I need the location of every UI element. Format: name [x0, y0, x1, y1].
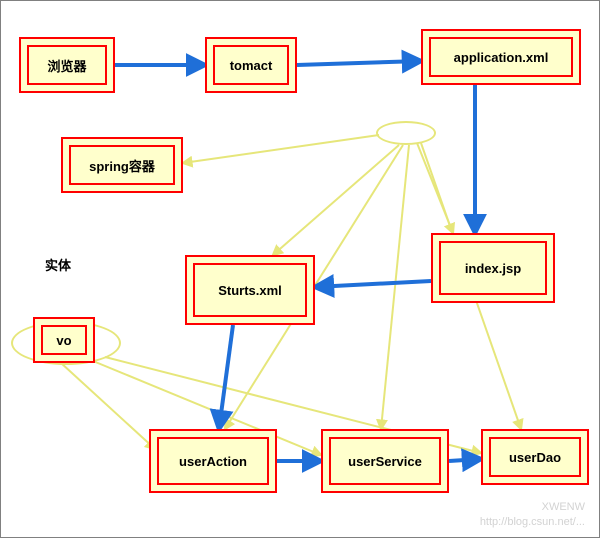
node-user-dao: userDao [481, 429, 589, 485]
node-browser-label: 浏览器 [27, 45, 107, 85]
node-tomcat-label: tomact [213, 45, 289, 85]
node-struts-xml: Sturts.xml [185, 255, 315, 325]
node-user-action: userAction [149, 429, 277, 493]
diagram-canvas: 浏览器 tomact application.xml spring容器 inde… [0, 0, 600, 538]
node-application-xml-label: application.xml [429, 37, 573, 77]
node-user-action-label: userAction [157, 437, 269, 485]
node-user-service-label: userService [329, 437, 441, 485]
node-user-service: userService [321, 429, 449, 493]
watermark-line1: XWENW [480, 500, 585, 514]
node-application-xml: application.xml [421, 29, 581, 85]
node-spring-container: spring容器 [61, 137, 183, 193]
node-tomcat: tomact [205, 37, 297, 93]
node-spring-container-label: spring容器 [69, 145, 175, 185]
node-index-jsp-label: index.jsp [439, 241, 547, 295]
watermark-line2: http://blog.csun.net/... [480, 515, 585, 529]
node-vo: vo [33, 317, 95, 363]
watermark: XWENW http://blog.csun.net/... [480, 500, 585, 529]
node-browser: 浏览器 [19, 37, 115, 93]
node-vo-label: vo [41, 325, 87, 355]
node-struts-xml-label: Sturts.xml [193, 263, 307, 317]
entity-label: 实体 [45, 255, 71, 274]
hub-ellipse [376, 121, 436, 145]
node-user-dao-label: userDao [489, 437, 581, 477]
node-index-jsp: index.jsp [431, 233, 555, 303]
